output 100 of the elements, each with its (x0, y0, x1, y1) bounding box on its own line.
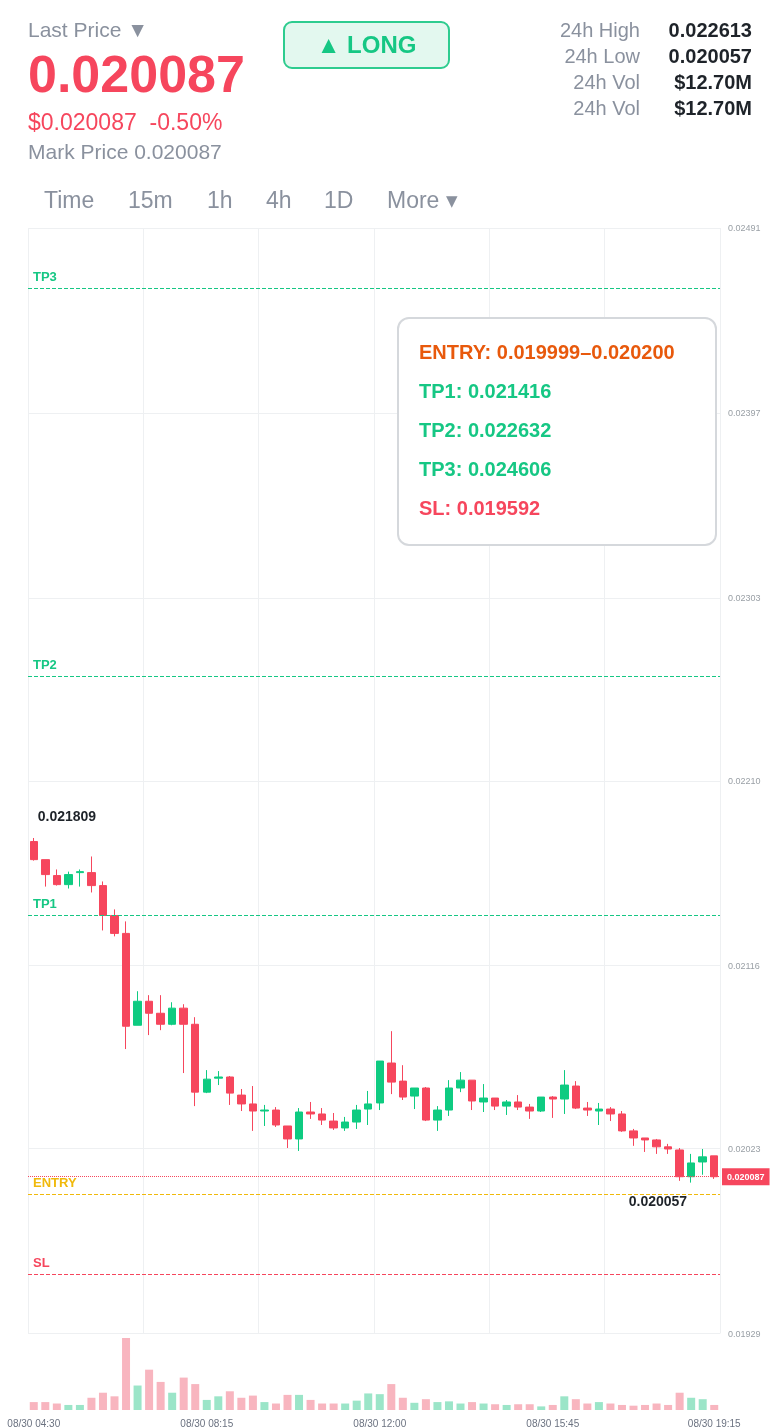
bar (202, 1399, 211, 1410)
candlestick (226, 1075, 234, 1106)
candlestick (641, 1137, 649, 1153)
bar (537, 1406, 546, 1410)
candlestick (560, 1069, 569, 1115)
annotation: 0.021809 (37, 807, 97, 824)
bar (698, 1399, 707, 1410)
candlestick (468, 1079, 476, 1111)
y-tick-label: 0.01929 (728, 1328, 761, 1339)
bar (295, 1394, 304, 1410)
candlestick (364, 1090, 372, 1126)
bar (641, 1404, 650, 1410)
candlestick (445, 1079, 453, 1117)
bar (525, 1404, 534, 1410)
bar (75, 1404, 84, 1410)
candlestick (422, 1086, 430, 1122)
text: Last Price ▼ (28, 18, 148, 42)
text: 24h High (559, 19, 640, 41)
bar (583, 1403, 592, 1410)
candlestick (145, 994, 153, 1036)
candlestick (410, 1087, 419, 1110)
bar (29, 1402, 38, 1410)
x-tick-label: 08/30 04:30 (7, 1417, 61, 1428)
candlestick (664, 1143, 672, 1155)
candlestick (687, 1153, 695, 1184)
bar (318, 1403, 327, 1410)
bar (87, 1397, 96, 1410)
ref-line-label: ENTRY (33, 1175, 77, 1191)
candlestick (399, 1064, 407, 1101)
candlestick (433, 1105, 442, 1132)
ref-line-label: 0.020087 (727, 1171, 765, 1182)
bar (133, 1385, 142, 1410)
bar (375, 1394, 384, 1410)
bar (64, 1404, 73, 1410)
bar (110, 1396, 119, 1410)
candlestick (698, 1148, 707, 1176)
candlestick (272, 1106, 280, 1128)
bar (617, 1404, 626, 1410)
candlestick (376, 1060, 384, 1111)
text: 1h (207, 187, 233, 214)
candlestick (387, 1030, 396, 1095)
y-tick-label: 0.02023 (728, 1143, 761, 1154)
candlestick (295, 1107, 303, 1152)
candlestick (283, 1125, 292, 1149)
ref-line-label: TP3 (33, 268, 57, 284)
annotation: TP3: 0.024606 (419, 457, 553, 482)
bar (352, 1400, 361, 1410)
candlestick (53, 868, 61, 887)
candlestick (260, 1104, 269, 1127)
bar (548, 1404, 557, 1410)
bar (329, 1403, 338, 1410)
bar (514, 1404, 523, 1410)
candlestick (525, 1103, 534, 1120)
bar (560, 1396, 569, 1410)
annotation: TP2: 0.022632 (419, 418, 553, 443)
x-tick-label: 08/30 08:15 (180, 1417, 234, 1428)
bar (248, 1395, 257, 1410)
bar (664, 1404, 673, 1410)
ref-line-label: TP1 (33, 896, 57, 912)
bar (271, 1403, 280, 1410)
candlestick (329, 1112, 338, 1131)
bar (629, 1405, 638, 1410)
bar (710, 1404, 719, 1410)
bar (41, 1402, 50, 1410)
candlestick (237, 1088, 246, 1112)
candlestick (606, 1106, 615, 1122)
text: 0.020087 (28, 45, 245, 104)
bar (214, 1396, 223, 1410)
text: 4h (266, 187, 292, 214)
bar (652, 1403, 661, 1410)
candlestick (514, 1094, 522, 1111)
bar (237, 1397, 246, 1410)
candlestick (652, 1138, 661, 1155)
bar (225, 1391, 234, 1410)
candlestick (214, 1070, 223, 1086)
bar (398, 1397, 407, 1410)
y-tick-label: 0.02397 (728, 407, 761, 418)
text: 24h Vol (573, 71, 640, 93)
candlestick (203, 1069, 211, 1094)
x-tick-label: 08/30 19:15 (687, 1417, 742, 1428)
text: Mark Price 0.020087 (28, 140, 222, 164)
bar (491, 1404, 500, 1410)
bar (606, 1403, 615, 1410)
candlestick (30, 837, 38, 862)
bar (260, 1402, 269, 1410)
bar (502, 1404, 511, 1410)
text: 15m (128, 187, 173, 214)
candlestick (179, 1003, 188, 1074)
candlestick (318, 1107, 326, 1126)
candlestick (99, 880, 107, 931)
bar (179, 1377, 188, 1410)
candlestick (572, 1080, 580, 1110)
candlestick (352, 1104, 361, 1130)
annotation: ENTRY: 0.019999–0.020200 (419, 340, 676, 365)
candlestick (618, 1110, 626, 1133)
annotation: 0.020057 (628, 1192, 688, 1209)
candlestick (87, 855, 96, 893)
bar (191, 1384, 200, 1410)
text: 1D (324, 187, 354, 214)
bar (122, 1338, 131, 1410)
